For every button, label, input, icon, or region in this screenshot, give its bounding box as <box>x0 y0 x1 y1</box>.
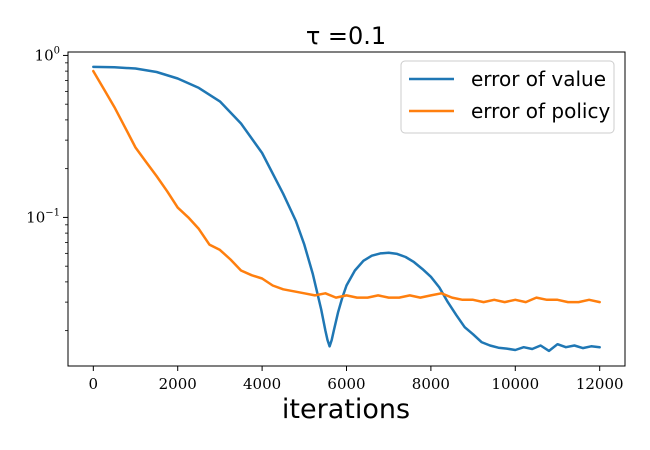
x-tick-label: 8000 <box>412 375 450 393</box>
x-tick-label: 12000 <box>576 375 624 393</box>
chart-title: τ =0.1 <box>306 22 386 50</box>
legend-label-value: error of value <box>471 67 606 91</box>
y-tick-label: 10−1 <box>26 207 60 226</box>
series-line-1 <box>92 69 601 304</box>
legend: error of value error of policy <box>400 60 615 134</box>
legend-box <box>400 60 615 134</box>
y-axis: 100 10−1 <box>26 45 68 332</box>
x-axis-label: iterations <box>282 394 410 425</box>
y-tick-label: 100 <box>35 45 60 64</box>
series-line-0 <box>92 65 601 353</box>
x-tick-label: 0 <box>89 375 99 393</box>
x-axis: 0 2000 4000 6000 8000 10000 12000 <box>89 366 624 393</box>
x-tick-label: 2000 <box>159 375 197 393</box>
x-tick-label: 10000 <box>491 375 539 393</box>
x-tick-label: 4000 <box>243 375 281 393</box>
series-layer <box>92 65 601 353</box>
legend-label-policy: error of policy <box>471 99 610 123</box>
x-tick-label: 6000 <box>327 375 365 393</box>
